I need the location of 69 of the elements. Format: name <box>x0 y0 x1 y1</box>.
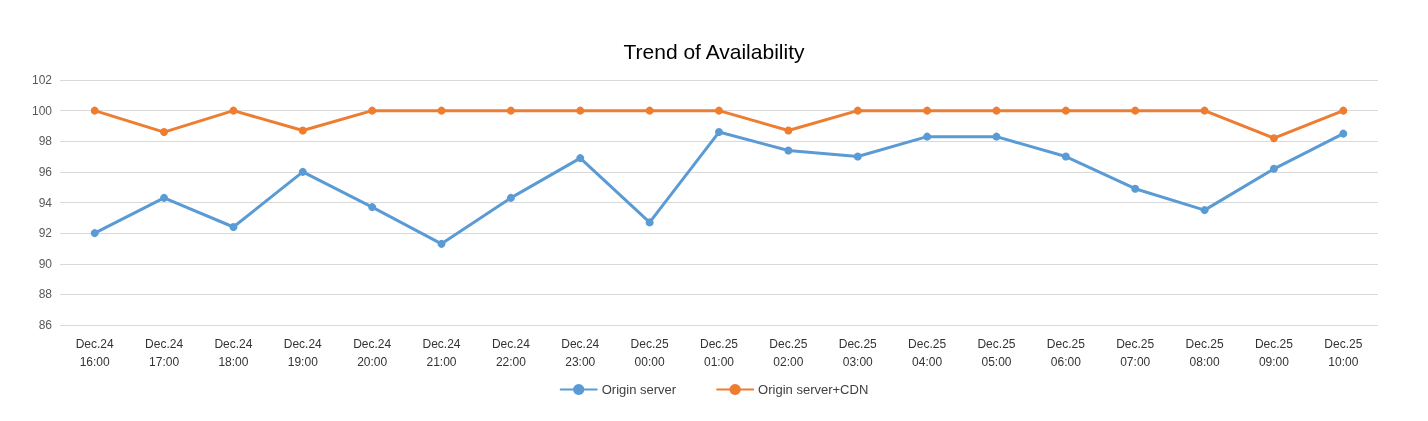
point <box>368 203 377 212</box>
x-tick-label: Dec.24 18:00 <box>214 337 253 369</box>
point <box>1269 164 1278 173</box>
y-tick-label: 102 <box>31 73 53 87</box>
point <box>1339 106 1348 115</box>
y-tick-label: 92 <box>38 226 53 241</box>
point <box>1200 206 1209 215</box>
point <box>1269 134 1278 143</box>
chart-title: Trend of Availability <box>623 40 805 63</box>
point <box>160 128 169 137</box>
x-tick-label: Dec.24 16:00 <box>75 337 115 369</box>
x-tick-label: Dec.25 03:00 <box>838 337 878 369</box>
x-tick-label: Dec.25 04:00 <box>908 337 947 369</box>
legend-label: Origin server <box>601 382 677 397</box>
point <box>90 106 99 115</box>
y-tick-label: 98 <box>38 134 53 149</box>
x-tick-label: Dec.25 10:00 <box>1324 337 1363 369</box>
point <box>506 193 515 202</box>
point <box>1061 152 1070 161</box>
point <box>715 106 723 115</box>
point <box>923 106 932 115</box>
point <box>576 154 585 163</box>
point <box>229 223 238 231</box>
x-tick-label: Dec.24 23:00 <box>561 337 600 369</box>
point <box>992 132 1001 141</box>
point <box>90 229 99 238</box>
point <box>853 106 862 115</box>
point <box>229 106 238 115</box>
point <box>645 218 654 227</box>
point <box>853 152 862 161</box>
point <box>1131 184 1140 193</box>
point <box>437 239 446 248</box>
x-tick-label: Dec.24 17:00 <box>145 337 184 369</box>
point <box>368 106 377 115</box>
point <box>923 132 932 141</box>
x-tick-label: Dec.25 05:00 <box>977 337 1016 369</box>
point <box>715 128 723 137</box>
point <box>784 146 793 155</box>
x-tick-label: Dec.24 20:00 <box>353 337 392 369</box>
point <box>1061 106 1070 115</box>
point <box>784 126 793 135</box>
x-tick-label: Dec.24 19:00 <box>283 337 323 369</box>
x-tick-label: Dec.25 07:00 <box>1116 337 1155 369</box>
point <box>160 193 169 202</box>
x-tick-label: Dec.25 06:00 <box>1046 337 1086 369</box>
point <box>645 106 654 115</box>
y-tick-label: 90 <box>38 256 53 271</box>
point <box>437 106 446 115</box>
point <box>992 106 1001 115</box>
point <box>576 106 585 115</box>
point <box>1339 129 1348 138</box>
x-tick-label: Dec.25 00:00 <box>630 337 669 369</box>
y-tick-label: 96 <box>38 164 53 179</box>
legend-label: Origin server+CDN <box>758 382 869 397</box>
point <box>506 106 515 115</box>
x-tick-label: Dec.25 08:00 <box>1185 337 1224 369</box>
y-tick-label: 88 <box>38 287 53 302</box>
point <box>1131 106 1140 115</box>
x-tick-label: Dec.24 22:00 <box>491 337 531 369</box>
x-tick-label: Dec.25 09:00 <box>1254 337 1294 369</box>
y-tick-label: 86 <box>38 318 53 332</box>
y-tick-label: 100 <box>31 103 53 118</box>
x-tick-label: Dec.25 02:00 <box>769 337 808 369</box>
point <box>298 167 307 176</box>
point <box>298 126 307 135</box>
x-tick-label: Dec.25 01:00 <box>699 337 739 369</box>
point <box>1200 106 1209 115</box>
y-tick-label: 94 <box>38 195 53 210</box>
x-tick-label: Dec.24 21:00 <box>422 337 461 369</box>
